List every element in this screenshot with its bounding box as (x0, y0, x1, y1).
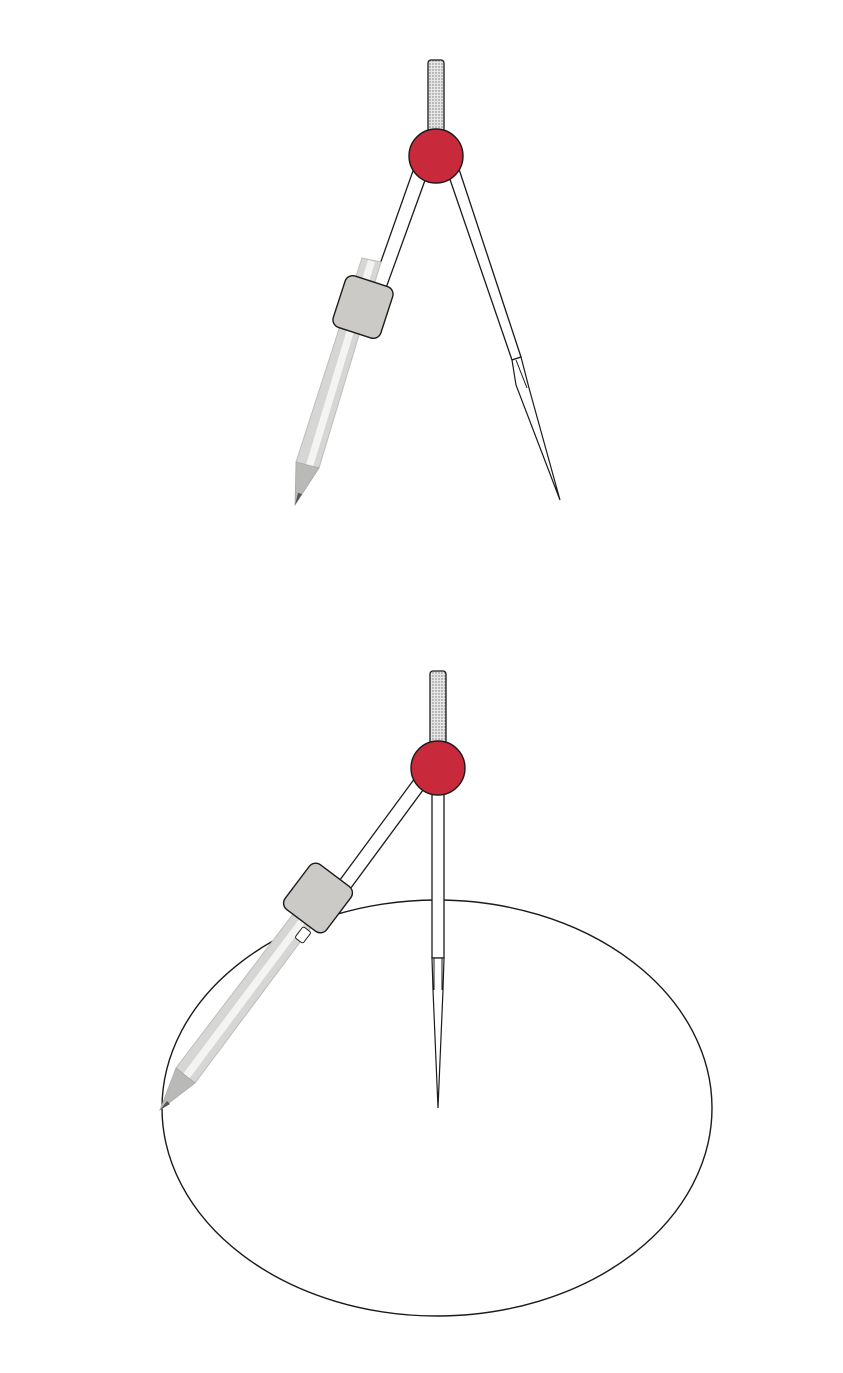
knurled-grip-icon (429, 670, 447, 748)
knurled-grip-icon (427, 59, 445, 135)
needle-point-icon (511, 356, 561, 501)
pencil-clamp (282, 862, 354, 934)
hinge-knob-icon (410, 740, 466, 796)
compass-drawing-circle (159, 670, 713, 1317)
needle-leg (431, 789, 445, 1109)
pencil-leg (294, 167, 429, 507)
pencil-leg (159, 777, 427, 1112)
hinge-knob-icon (408, 128, 464, 184)
pencil-icon (159, 904, 319, 1112)
needle-leg (443, 159, 561, 501)
pencil-clamp (332, 274, 394, 340)
compass-closed (294, 59, 561, 507)
